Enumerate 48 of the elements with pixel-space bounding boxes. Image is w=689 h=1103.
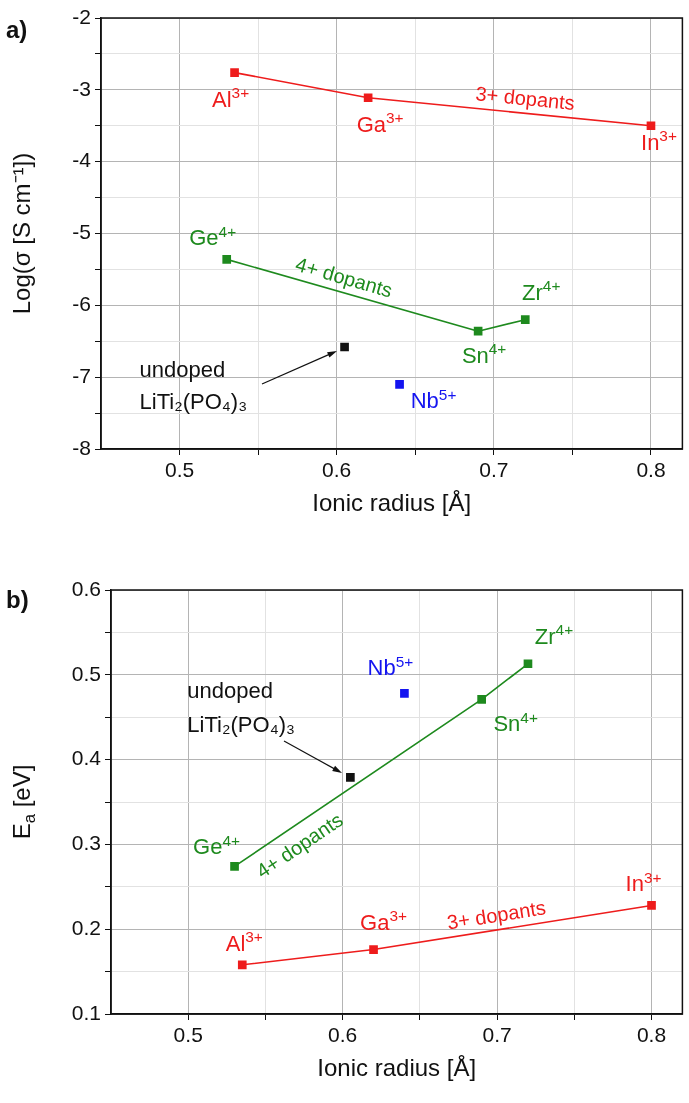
y-tick-label: 0.2 <box>71 916 101 939</box>
point <box>647 901 656 910</box>
text: 3+ dopants <box>474 82 576 115</box>
point <box>369 945 378 954</box>
text: 3+ dopants <box>445 896 548 934</box>
x-tick-label: 0.5 <box>173 1023 203 1047</box>
point <box>646 121 656 131</box>
point <box>363 93 373 103</box>
point <box>340 342 349 352</box>
x-tick-label: 0.6 <box>322 458 352 482</box>
y-tick-label: 0.3 <box>71 831 101 855</box>
y-tick-label: -3 <box>72 76 91 100</box>
text: undoped LiTi₂(PO₄)₃ <box>187 678 295 738</box>
y-tick-label: -2 <box>72 4 91 28</box>
point <box>477 695 486 704</box>
point <box>222 255 232 264</box>
y-axis-title: Ea [eV] <box>8 764 39 840</box>
legend-label: undoped LiTi₂(PO₄)₃ <box>139 357 248 414</box>
y-tick-label: 0.6 <box>71 576 101 600</box>
x-tick-label: 0.8 <box>636 458 666 482</box>
y-tick-label: -4 <box>72 148 92 172</box>
point <box>400 689 409 698</box>
point <box>395 380 404 389</box>
point <box>230 862 239 871</box>
x-tick-label: 0.5 <box>164 458 195 482</box>
y-tick-label: -7 <box>72 363 91 387</box>
x-tick-label: 0.7 <box>482 1023 512 1047</box>
point <box>520 315 530 325</box>
x-axis-title: Ionic radius [Å] <box>312 489 472 516</box>
x-tick-label: 0.8 <box>636 1023 667 1047</box>
x-axis-title: Ionic radius [Å] <box>317 1054 477 1081</box>
y-tick-label: 0.1 <box>71 1000 101 1024</box>
y-tick-label: -8 <box>72 435 91 459</box>
point <box>346 773 355 782</box>
point <box>473 326 483 336</box>
chart-title: a) <box>6 16 28 43</box>
y-tick-label: 0.5 <box>71 661 101 685</box>
y-axis-title: Log(σ [S cm⁻¹]) <box>8 152 35 315</box>
y-tick-label: -5 <box>72 220 91 244</box>
text: 4+ dopants <box>293 253 395 302</box>
chart-title: b) <box>6 586 29 613</box>
x-tick-label: 0.7 <box>479 458 509 482</box>
point <box>523 659 533 669</box>
y-tick-label: -6 <box>72 292 91 316</box>
y-tick-label: 0.4 <box>71 746 102 770</box>
point <box>237 960 247 970</box>
x-tick-label: 0.6 <box>328 1023 358 1047</box>
point <box>230 68 239 77</box>
